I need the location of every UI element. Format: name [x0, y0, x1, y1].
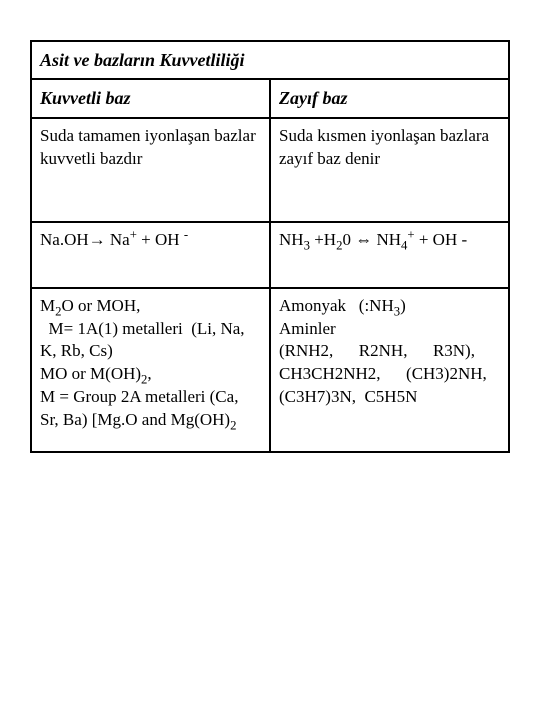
header-left: Kuvvetli baz [31, 79, 270, 117]
equation-weak-base: NH3 +H20 ⇔ NH4+ + OH - [270, 222, 509, 288]
table-row: Na.OH→ Na+ + OH - NH3 +H20 ⇔ NH4+ + OH - [31, 222, 509, 288]
table-container: Asit ve bazların Kuvvetliliği Kuvvetli b… [0, 0, 540, 453]
examples-strong-base: M2O or MOH, M= 1A(1) metalleri (Li, Na, … [31, 288, 270, 452]
title-row: Asit ve bazların Kuvvetliliği [31, 41, 509, 79]
definition-weak-base: Suda kısmen iyonlaşan bazlara zayıf baz … [270, 118, 509, 222]
header-row: Kuvvetli baz Zayıf baz [31, 79, 509, 117]
header-right: Zayıf baz [270, 79, 509, 117]
examples-weak-base: Amonyak (:NH3)Aminler(RNH2, R2NH, R3N),C… [270, 288, 509, 452]
table-title: Asit ve bazların Kuvvetliliği [31, 41, 509, 79]
definition-strong-base: Suda tamamen iyonlaşan bazlar kuvvetli b… [31, 118, 270, 222]
table-row: Suda tamamen iyonlaşan bazlar kuvvetli b… [31, 118, 509, 222]
bases-table: Asit ve bazların Kuvvetliliği Kuvvetli b… [30, 40, 510, 453]
table-row: M2O or MOH, M= 1A(1) metalleri (Li, Na, … [31, 288, 509, 452]
equation-strong-base: Na.OH→ Na+ + OH - [31, 222, 270, 288]
